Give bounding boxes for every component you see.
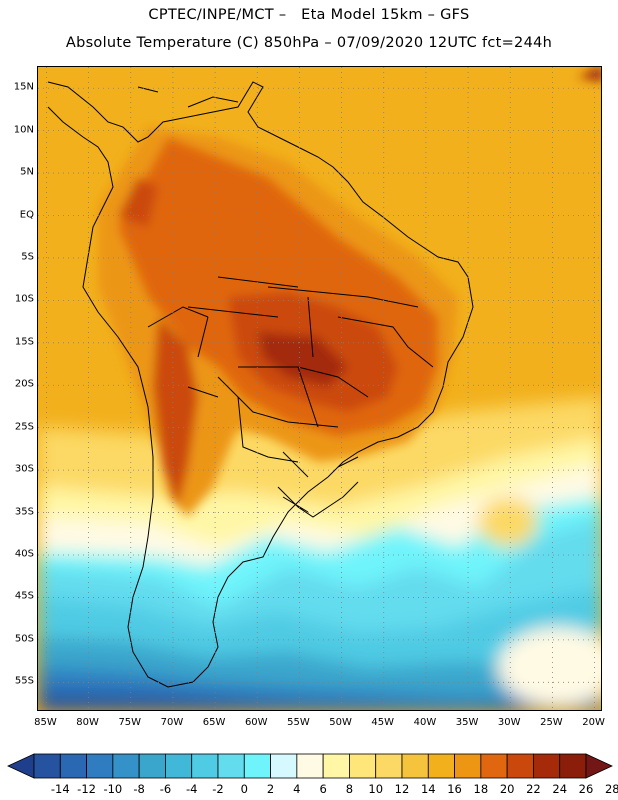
colorbar-swatch: [533, 753, 561, 779]
lat-tick-label: 35S: [14, 506, 34, 518]
lat-tick-label: 25S: [14, 421, 34, 433]
colorbar-label: 0: [240, 782, 248, 796]
colorbar-swatch: [506, 753, 534, 779]
colorbar-swatch: [349, 753, 377, 779]
colorbar-swatch: [427, 753, 455, 779]
lat-tick-label: 10N: [13, 124, 34, 136]
colorbar-label: 26: [578, 782, 594, 796]
colorbar-label: 28: [604, 782, 618, 796]
lat-tick-label: 50S: [14, 633, 34, 645]
colorbar-label: 18: [473, 782, 489, 796]
lon-tick-label: 65W: [202, 717, 226, 728]
lon-tick-label: 70W: [160, 717, 184, 728]
colorbar-swatch: [243, 753, 271, 779]
colorbar-label: -8: [133, 782, 145, 796]
colorbar-label: 2: [266, 782, 275, 796]
lon-tick-label: 75W: [118, 717, 142, 728]
temperature-map: [38, 67, 601, 710]
colorbar-swatch: [59, 753, 87, 779]
lat-tick-label: 40S: [14, 548, 34, 560]
colorbar: [7, 753, 613, 779]
lat-tick-label: 45S: [14, 590, 34, 602]
colorbar-swatch: [454, 753, 482, 779]
lat-tick-label: 15S: [14, 336, 34, 348]
colorbar-label: -10: [103, 782, 123, 796]
colorbar-swatch: [296, 753, 324, 779]
lon-tick-label: 60W: [244, 717, 268, 728]
lat-tick-label: 5S: [21, 251, 34, 263]
lon-tick-label: 50W: [329, 717, 352, 728]
colorbar-swatch: [165, 753, 193, 779]
colorbar-swatch: [401, 753, 429, 779]
colorbar-swatch: [191, 753, 219, 779]
lon-tick-label: 30W: [497, 717, 521, 728]
colorbar-swatch: [480, 753, 508, 779]
colorbar-label: -14: [50, 782, 70, 796]
lon-tick-label: 85W: [34, 717, 57, 728]
colorbar-label: 16: [447, 782, 462, 796]
colorbar-high-arrow: [585, 753, 613, 779]
colorbar-swatch: [217, 753, 245, 779]
colorbar-swatch: [322, 753, 350, 779]
colorbar-label: 20: [499, 782, 515, 796]
map-subtitle: Absolute Temperature (C) 850hPa – 07/09/…: [65, 35, 553, 51]
colorbar-label: -2: [212, 782, 224, 796]
lon-tick-label: 55W: [287, 717, 310, 728]
colorbar-label: -12: [77, 782, 96, 796]
lon-tick-label: 40W: [413, 717, 437, 728]
lon-tick-label: 20W: [582, 717, 605, 728]
colorbar-label: 6: [319, 782, 327, 796]
map-panel[interactable]: [37, 66, 602, 711]
lon-tick-label: 80W: [76, 717, 99, 728]
colorbar-label: 10: [368, 782, 384, 796]
colorbar-label: -6: [159, 782, 172, 796]
colorbar-label: 14: [420, 782, 436, 796]
colorbar-label: 24: [552, 782, 568, 796]
colorbar-swatch: [375, 753, 403, 779]
lat-tick-label: 10S: [14, 293, 34, 305]
colorbar-label: 12: [394, 782, 410, 796]
colorbar-swatch: [559, 753, 587, 779]
colorbar-swatch: [86, 753, 114, 779]
colorbar-label: 22: [526, 782, 541, 796]
colorbar-low-arrow: [7, 753, 35, 779]
colorbar-swatch: [112, 753, 140, 779]
lat-tick-label: 20S: [14, 378, 34, 390]
coastline: [47, 81, 474, 688]
lon-tick-label: 25W: [540, 717, 563, 728]
map-title: CPTEC/INPE/MCT – Eta Model 15km – GFS: [148, 7, 470, 23]
colorbar-swatch: [138, 753, 166, 779]
lon-tick-label: 35W: [455, 717, 479, 728]
lat-tick-label: 5N: [20, 166, 34, 178]
lon-tick-label: 45W: [371, 717, 395, 728]
colorbar-label: -4: [185, 782, 198, 796]
lat-tick-label: 30S: [14, 463, 34, 475]
colorbar-label: 4: [293, 782, 301, 796]
lat-tick-label: 15N: [13, 81, 34, 93]
lat-tick-label: EQ: [19, 209, 34, 221]
lat-lon-grid: [38, 67, 601, 710]
lat-tick-label: 55S: [14, 675, 34, 687]
colorbar-swatch: [270, 753, 298, 779]
colorbar-swatch: [33, 753, 61, 779]
colorbar-label: 8: [345, 782, 354, 796]
